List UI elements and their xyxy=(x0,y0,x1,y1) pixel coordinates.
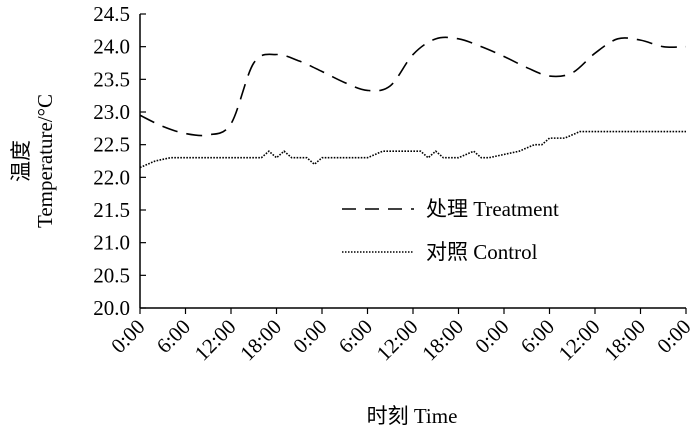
x-tick-label: 0:00 xyxy=(470,315,513,358)
legend: 处理 Treatment 对照 Control xyxy=(342,197,559,264)
x-tick-label: 0:00 xyxy=(106,315,149,358)
y-tick-label: 23.0 xyxy=(93,100,130,124)
y-tick-label: 24.5 xyxy=(93,2,130,26)
y-tick-label: 23.5 xyxy=(93,67,130,91)
y-tick-label: 22.0 xyxy=(93,165,130,189)
legend-label-treatment: 处理 Treatment xyxy=(426,197,559,221)
axes xyxy=(139,14,686,309)
x-tick-label: 0:00 xyxy=(652,315,695,358)
y-tick-label: 20.0 xyxy=(93,296,130,320)
x-tick-label: 18:00 xyxy=(417,315,468,366)
y-axis-title-en: Temperature/°C xyxy=(33,94,57,228)
plot-area xyxy=(139,36,687,169)
series-line-treatment xyxy=(139,36,687,137)
x-tick-label: 6:00 xyxy=(334,315,377,358)
x-tick-label: 6:00 xyxy=(152,315,195,358)
series-line-control xyxy=(139,130,686,169)
x-tick-label: 18:00 xyxy=(235,315,286,366)
y-tick-label: 21.5 xyxy=(93,198,130,222)
y-axis-title-cn: 温度 xyxy=(9,140,33,182)
x-tick-label: 12:00 xyxy=(554,315,605,366)
x-tick-label: 18:00 xyxy=(599,315,650,366)
y-ticks: 20.0 20.5 21.0 21.5 22.0 22.5 23.0 23.5 24.0 24.5 xyxy=(93,2,146,320)
x-tick-label: 0:00 xyxy=(288,315,331,358)
x-tick-label: 12:00 xyxy=(190,315,241,366)
legend-label-control: 对照 Control xyxy=(426,240,538,264)
y-tick-label: 24.0 xyxy=(93,35,130,59)
y-tick-label: 20.5 xyxy=(93,263,130,287)
x-axis-title: 时刻 Time xyxy=(367,404,458,428)
y-tick-label: 21.0 xyxy=(93,231,130,255)
x-tick-label: 12:00 xyxy=(372,315,423,366)
y-tick-label: 22.5 xyxy=(93,133,130,157)
x-tick-label: 6:00 xyxy=(516,315,559,358)
